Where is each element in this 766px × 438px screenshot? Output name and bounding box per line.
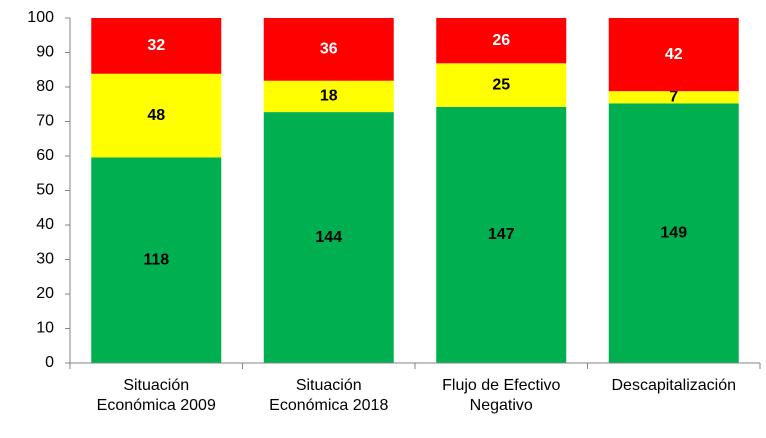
data-label: 149 (660, 224, 687, 241)
data-label: 32 (147, 37, 165, 54)
data-label: 7 (669, 88, 678, 105)
bar-segment (608, 91, 739, 104)
bar-segment (608, 103, 739, 363)
y-tick-label: 40 (36, 216, 54, 233)
data-label: 118 (143, 251, 169, 268)
data-label: 144 (315, 229, 342, 246)
y-tick-label: 0 (45, 354, 54, 371)
y-tick-label: 50 (36, 182, 54, 199)
x-tick-label: Situación Económica 2009 (96, 377, 216, 414)
bar-segment (263, 18, 394, 81)
data-label: 25 (492, 76, 510, 93)
bar-segment (91, 73, 222, 158)
data-label: 42 (665, 46, 683, 63)
bar-segment (91, 18, 222, 74)
y-tick-label: 30 (36, 251, 54, 268)
data-label: 36 (320, 41, 338, 58)
y-tick-label: 90 (36, 44, 54, 61)
x-tick-label: Flujo de Efectivo Negativo (442, 377, 561, 414)
bar-segment (436, 63, 567, 107)
bar-segment (263, 80, 394, 113)
bar-segment (436, 106, 567, 363)
data-label: 48 (147, 107, 165, 124)
x-tick-label: Situación Económica 2018 (269, 377, 389, 414)
y-tick-label: 80 (36, 78, 54, 95)
y-tick-label: 100 (27, 9, 54, 26)
y-tick-label: 70 (36, 113, 54, 130)
y-tick-label: 20 (36, 285, 54, 302)
data-label: 26 (492, 32, 510, 49)
data-label: 18 (320, 88, 338, 105)
y-tick-label: 10 (36, 320, 54, 337)
data-label: 147 (488, 226, 515, 243)
y-tick-label: 60 (36, 147, 54, 164)
x-tick-label: Descapitalización (611, 377, 736, 394)
bar-segment (436, 18, 567, 64)
bar-segment (91, 157, 222, 363)
bar-segment (608, 18, 739, 92)
bar-segment (263, 112, 394, 363)
